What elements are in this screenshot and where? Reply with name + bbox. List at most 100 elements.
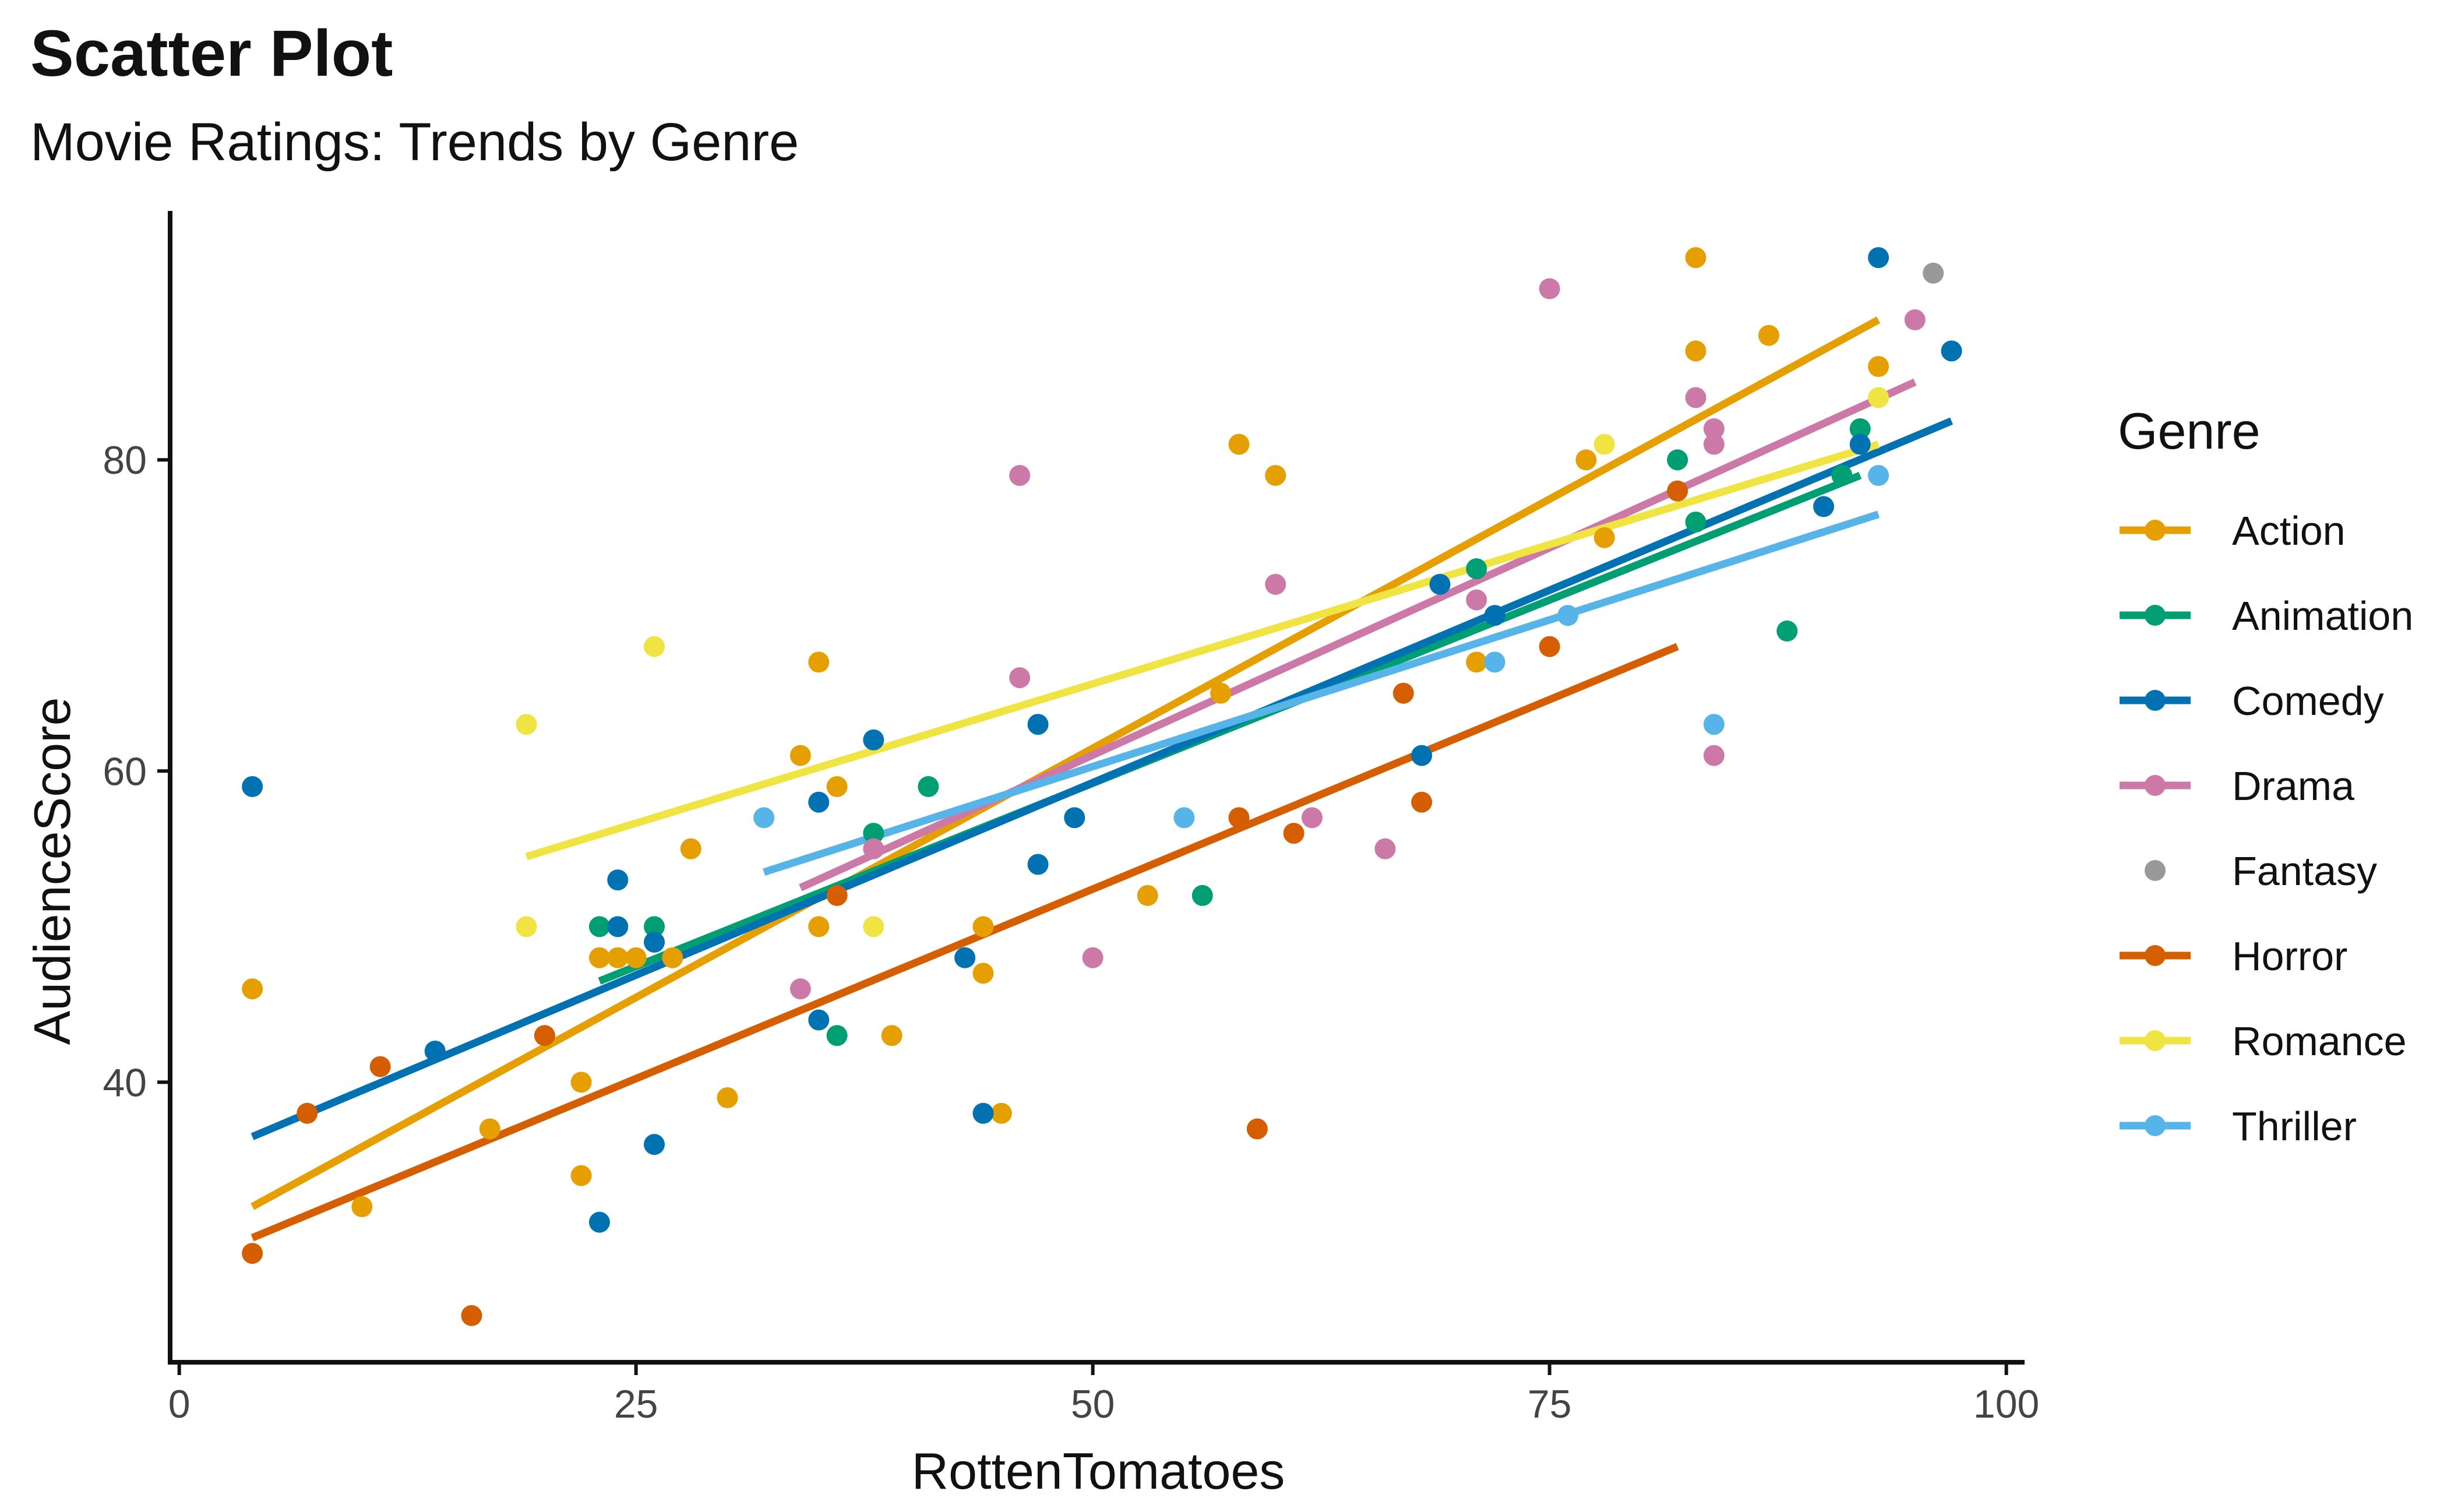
point-comedy xyxy=(1813,496,1835,517)
legend-label: Action xyxy=(2232,508,2346,554)
point-action xyxy=(625,947,647,968)
point-drama xyxy=(1904,309,1926,330)
point-comedy xyxy=(1027,854,1049,875)
y-axis-ticks: 40 60 80 xyxy=(103,438,170,1105)
point-comedy xyxy=(607,869,629,891)
point-drama xyxy=(1009,667,1031,689)
point-romance xyxy=(1593,433,1615,455)
legend-label: Thriller xyxy=(2232,1104,2357,1149)
point-action xyxy=(607,947,629,968)
point-romance xyxy=(1868,387,1889,408)
legend-items: Action Animation Comedy Drama Fantasy Horror R… xyxy=(2120,508,2413,1149)
chart-title: Scatter Plot xyxy=(30,17,393,90)
point-action xyxy=(1868,356,1889,378)
point-horror xyxy=(1411,791,1433,813)
point-action xyxy=(662,947,683,968)
point-action xyxy=(881,1025,902,1046)
point-romance xyxy=(644,636,665,657)
x-axis-ticks: 0 25 50 75 100 xyxy=(168,1362,2039,1426)
point-action xyxy=(1758,325,1779,346)
x-tick-label: 100 xyxy=(1973,1382,2039,1426)
point-comedy xyxy=(1411,745,1433,766)
legend-key-point xyxy=(2145,690,2166,711)
point-comedy xyxy=(972,1102,994,1124)
y-axis-title: AudienceScore xyxy=(23,697,81,1045)
point-comedy xyxy=(1484,605,1505,626)
chart-subtitle: Movie Ratings: Trends by Genre xyxy=(30,112,799,172)
point-horror xyxy=(242,1243,263,1264)
point-comedy xyxy=(1064,807,1085,829)
point-comedy xyxy=(1868,247,1889,269)
point-drama xyxy=(1009,464,1031,486)
point-action xyxy=(808,916,830,937)
point-action xyxy=(242,978,263,1000)
point-action xyxy=(570,1165,592,1186)
legend-item-horror: Horror xyxy=(2120,933,2347,979)
point-fantasy xyxy=(1923,262,1944,284)
point-horror xyxy=(1283,823,1304,844)
point-action xyxy=(588,947,610,968)
point-drama xyxy=(1374,838,1396,859)
point-action xyxy=(1593,527,1615,548)
point-horror xyxy=(461,1305,482,1326)
point-drama xyxy=(1539,278,1560,299)
point-action xyxy=(808,651,830,673)
point-drama xyxy=(1703,745,1725,766)
point-animation xyxy=(1667,449,1688,471)
point-action xyxy=(1466,651,1487,673)
trend-line-comedy xyxy=(251,417,1954,1140)
point-action xyxy=(972,963,994,984)
legend-label: Drama xyxy=(2232,763,2354,809)
legend-key-point xyxy=(2145,945,2166,966)
point-horror xyxy=(1228,807,1250,829)
legend-key-point xyxy=(2145,860,2166,881)
point-drama xyxy=(1703,418,1725,439)
point-comedy xyxy=(424,1040,446,1062)
legend-key-point xyxy=(2145,605,2166,626)
trend-line-thriller xyxy=(763,510,1880,876)
point-drama xyxy=(1082,947,1103,968)
point-comedy xyxy=(1429,573,1451,595)
point-horror xyxy=(534,1025,555,1046)
legend-label: Fantasy xyxy=(2232,848,2377,894)
point-animation xyxy=(1191,884,1213,906)
point-romance xyxy=(516,714,537,735)
point-animation xyxy=(918,776,939,797)
point-horror xyxy=(826,884,848,906)
point-animation xyxy=(863,823,884,844)
point-action xyxy=(351,1196,373,1217)
point-action xyxy=(1137,884,1158,906)
x-axis-title: RottenTomatoes xyxy=(912,1442,1285,1500)
point-romance xyxy=(863,916,884,937)
point-animation xyxy=(1685,512,1706,533)
point-comedy xyxy=(1849,433,1871,455)
point-action xyxy=(717,1087,738,1109)
point-comedy xyxy=(954,947,976,968)
point-drama xyxy=(1466,589,1487,611)
y-tick-label: 40 xyxy=(103,1060,147,1105)
legend-label: Comedy xyxy=(2232,678,2384,724)
legend-label: Animation xyxy=(2232,593,2413,639)
legend-key-point xyxy=(2145,1115,2166,1136)
point-thriller xyxy=(1703,714,1725,735)
point-horror xyxy=(1392,682,1414,704)
legend: Genre Action Animation Comedy Drama Fantasy H… xyxy=(2118,402,2413,1149)
point-comedy xyxy=(242,776,263,797)
point-thriller xyxy=(1173,807,1195,829)
points-layer xyxy=(242,247,1962,1326)
point-comedy xyxy=(644,932,665,953)
point-drama xyxy=(789,978,811,1000)
x-tick-label: 75 xyxy=(1528,1382,1572,1426)
legend-item-comedy: Comedy xyxy=(2120,678,2384,724)
point-horror xyxy=(369,1056,391,1077)
legend-key-point xyxy=(2145,1030,2166,1051)
legend-key-point xyxy=(2145,520,2166,541)
point-animation xyxy=(1831,464,1853,486)
point-thriller xyxy=(753,807,775,829)
point-action xyxy=(1210,682,1232,704)
legend-item-drama: Drama xyxy=(2120,763,2354,809)
point-horror xyxy=(1667,480,1688,502)
point-drama xyxy=(1265,573,1286,595)
point-action xyxy=(972,916,994,937)
point-action xyxy=(479,1118,500,1140)
